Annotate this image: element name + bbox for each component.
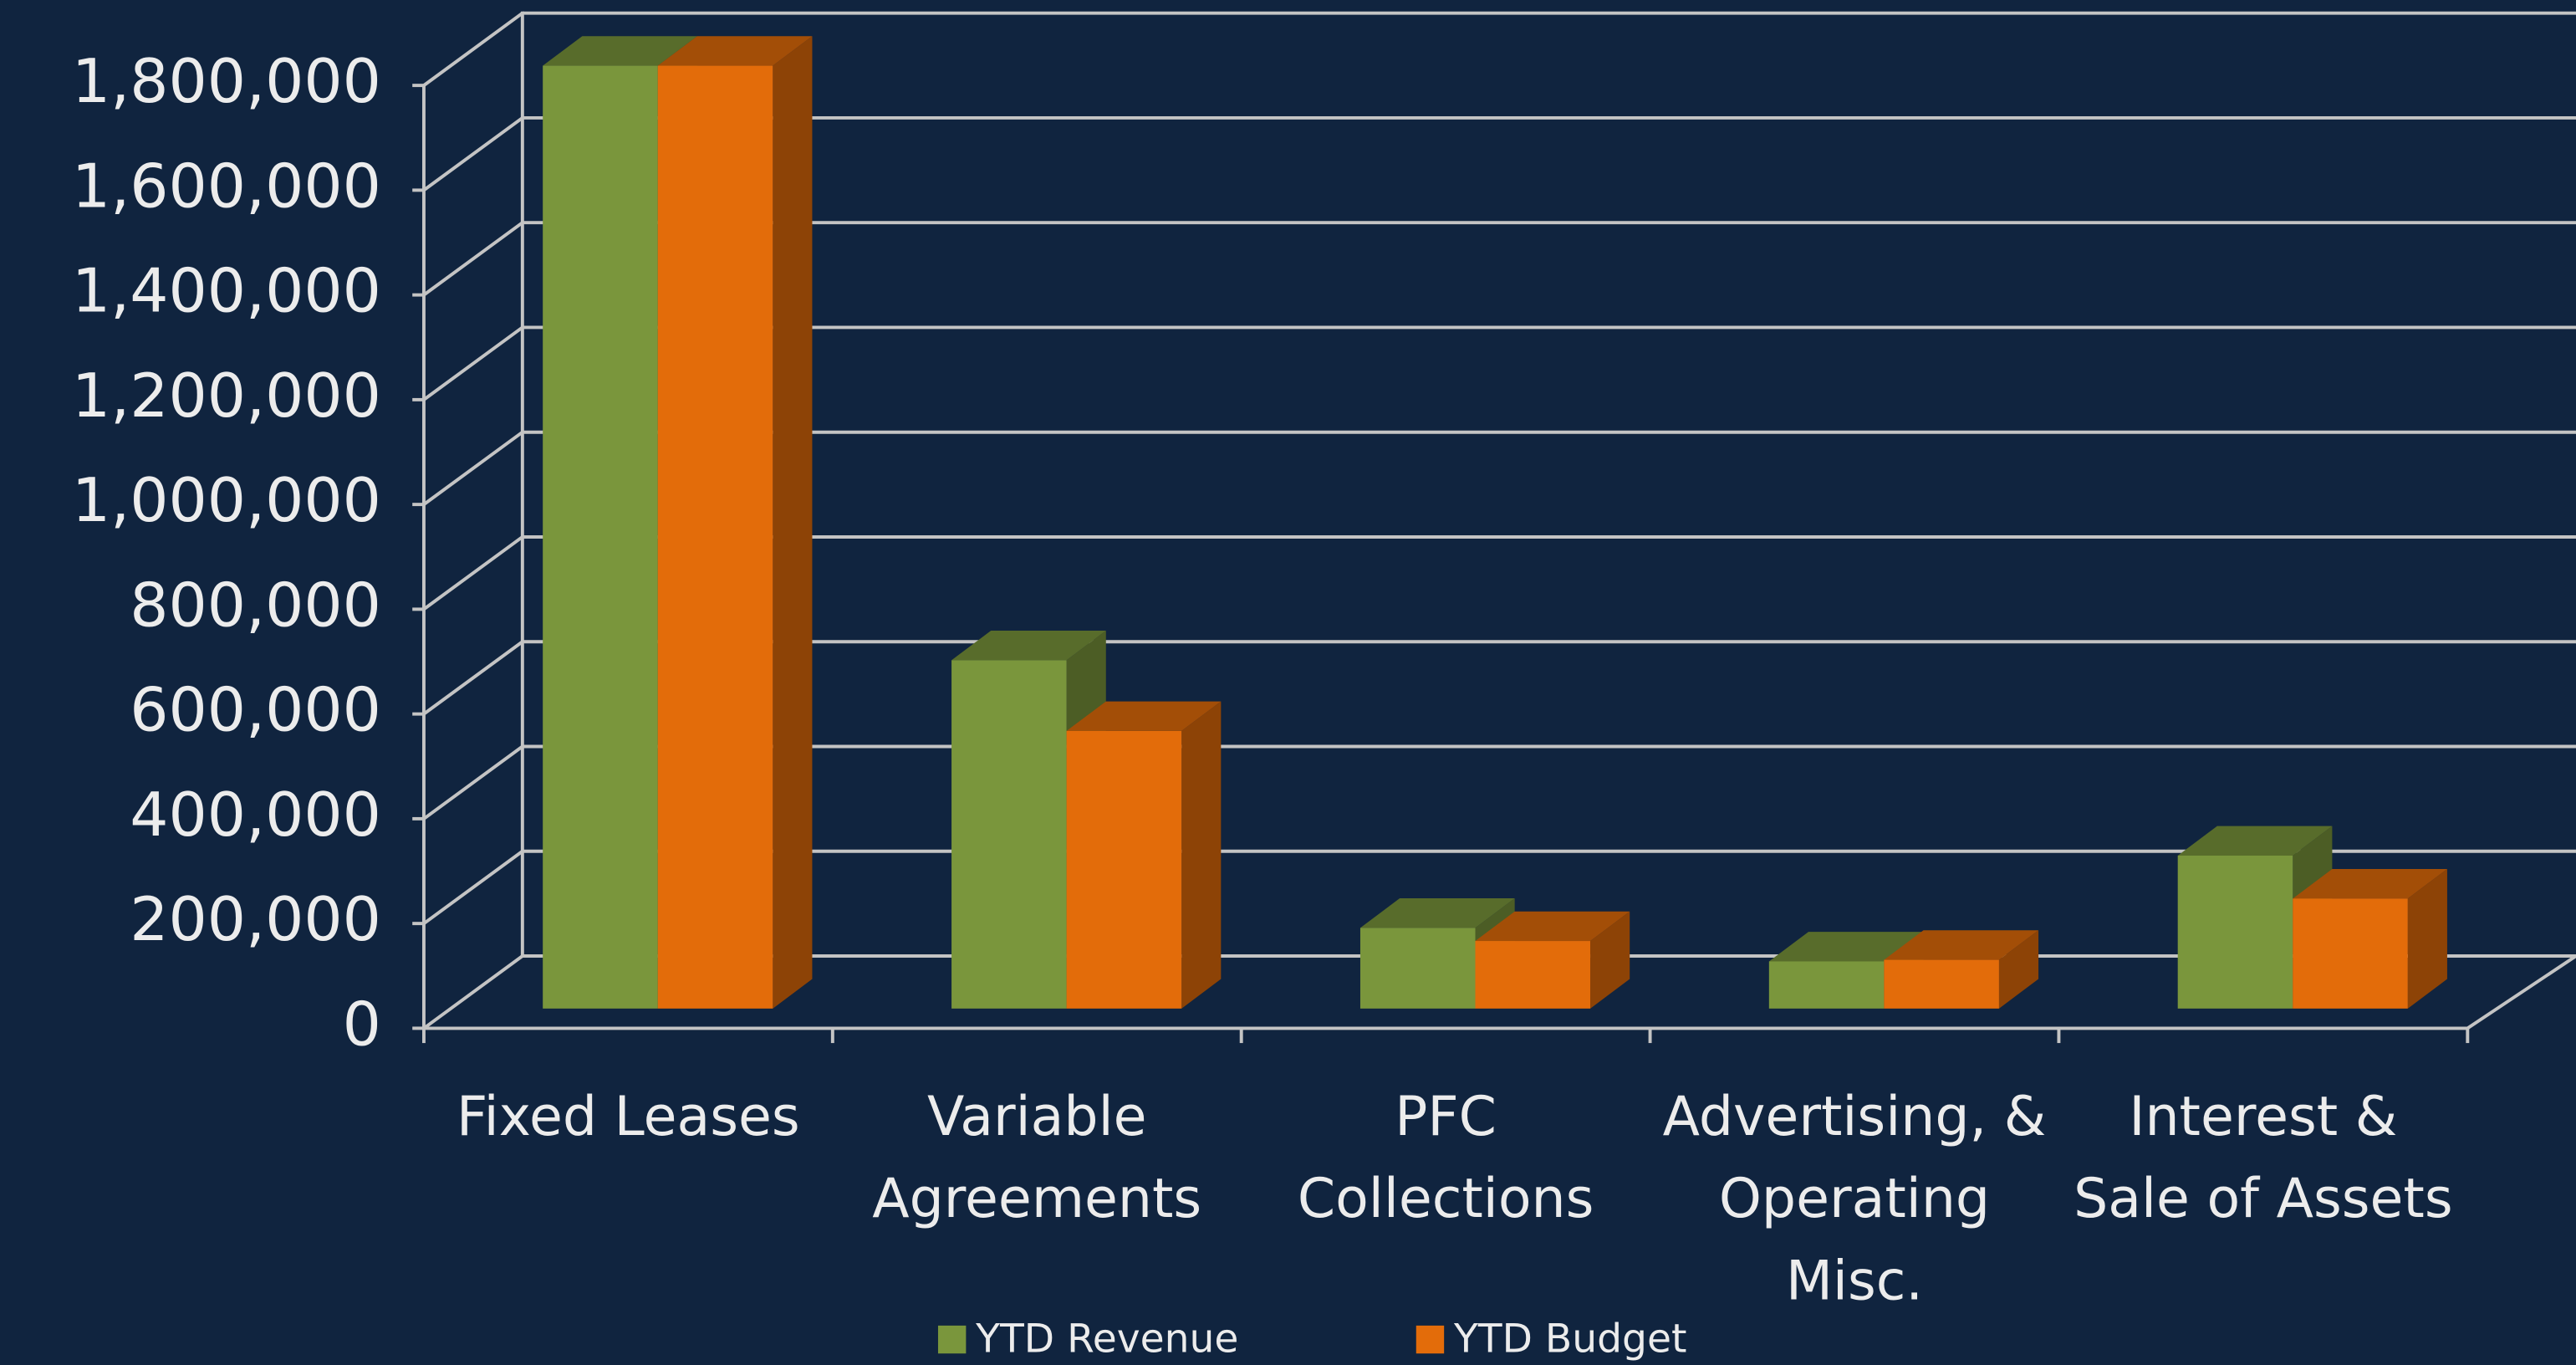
grid-line	[422, 850, 524, 925]
y-tick-label: 0	[343, 989, 381, 1060]
y-tick-label: 800,000	[130, 570, 381, 641]
legend-label: YTD Revenue	[976, 1316, 1239, 1362]
y-tick-label: 1,600,000	[72, 151, 381, 222]
bar-top	[2293, 868, 2447, 899]
bar-top	[2177, 826, 2333, 856]
grid-line	[422, 325, 524, 401]
x-tick-label: Fixed Leases	[457, 1084, 800, 1148]
bar	[1359, 928, 1476, 1009]
bar-top	[1475, 911, 1630, 942]
bar-top	[543, 36, 697, 66]
grid-line	[422, 954, 524, 1030]
y-tick-label: 400,000	[130, 780, 381, 851]
grid-line	[422, 640, 524, 716]
bar-top	[1768, 932, 1924, 962]
bar-side	[2407, 868, 2447, 1009]
bar-side	[1590, 911, 1630, 1009]
y-tick-label: 1,000,000	[72, 466, 381, 536]
y-tick-label: 600,000	[130, 676, 381, 746]
bar-top	[1359, 898, 1515, 928]
legend-swatch	[937, 1324, 967, 1353]
bar	[1066, 730, 1182, 1009]
bar	[1768, 961, 1885, 1009]
x-tick-label: Variable Agreements	[872, 1084, 1202, 1230]
bar-side	[773, 36, 813, 1009]
bar-top	[657, 36, 813, 66]
bar	[657, 65, 773, 1009]
bar	[2293, 898, 2408, 1009]
x-tick-label: Advertising, & Operating Misc.	[1662, 1084, 2047, 1313]
bar	[543, 65, 658, 1009]
grid-line	[422, 116, 524, 192]
bar-side	[1998, 930, 2039, 1009]
legend-swatch	[1416, 1324, 1445, 1353]
grid-line	[422, 12, 524, 87]
bar-top	[1066, 701, 1222, 731]
x-tick-label: Interest & Sale of Assets	[2074, 1084, 2453, 1230]
bar	[1884, 959, 1999, 1009]
legend-label: YTD Budget	[1453, 1316, 1687, 1362]
bar	[2177, 855, 2293, 1009]
floor-edge	[2466, 954, 2576, 1030]
y-tick-label: 1,400,000	[72, 257, 381, 327]
bar-top	[951, 631, 1106, 661]
grid-line	[422, 744, 524, 821]
y-tick-label: 200,000	[130, 885, 381, 955]
bar	[951, 660, 1067, 1009]
legend-item: YTD Revenue	[937, 1314, 1239, 1363]
bar-top	[1884, 930, 2039, 960]
bar	[1475, 941, 1591, 1009]
grid-line	[422, 221, 524, 297]
grid-line	[422, 431, 524, 506]
y-tick-label: 1,800,000	[72, 47, 381, 117]
legend-item: YTD Budget	[1416, 1314, 1687, 1363]
bar-side	[1181, 701, 1222, 1009]
y-tick-label: 1,200,000	[72, 361, 381, 432]
grid-line	[422, 535, 524, 611]
x-tick-label: PFC Collections	[1297, 1084, 1594, 1230]
